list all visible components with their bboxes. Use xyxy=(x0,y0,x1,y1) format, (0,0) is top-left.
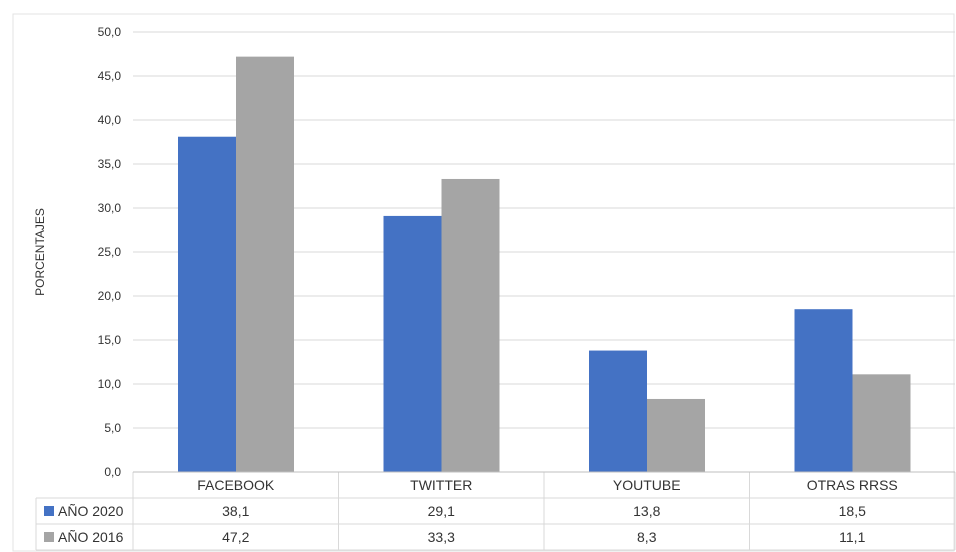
category-label: YOUTUBE xyxy=(613,477,681,493)
bars xyxy=(178,56,911,473)
category-label: FACEBOOK xyxy=(197,477,275,493)
data-table: FACEBOOK TWITTER YOUTUBE OTRAS RRSS AÑO 2020… xyxy=(35,471,956,551)
bar-2020-3 xyxy=(794,309,853,472)
y-tick-label: 5,0 xyxy=(104,421,121,435)
bar-2020-2 xyxy=(589,350,647,472)
bar-2016-1 xyxy=(441,178,500,472)
data-cell: 18,5 xyxy=(839,503,866,519)
bar-2020-0 xyxy=(178,136,236,472)
y-tick-label: 15,0 xyxy=(98,333,122,347)
series-name: AÑO 2020 xyxy=(58,503,124,519)
bar-2016-3 xyxy=(852,374,911,472)
y-tick-label: 30,0 xyxy=(98,201,122,215)
data-cell: 33,3 xyxy=(428,529,455,545)
y-tick-label: 35,0 xyxy=(98,157,122,171)
data-cell: 38,1 xyxy=(222,503,249,519)
y-tick-label: 25,0 xyxy=(98,245,122,259)
y-tick-label: 50,0 xyxy=(98,25,122,39)
series-name: AÑO 2016 xyxy=(58,529,124,545)
y-tick-label: 0,0 xyxy=(104,465,121,479)
y-axis-label: PORCENTAJES xyxy=(33,208,47,296)
y-tick-label: 45,0 xyxy=(98,69,122,83)
y-axis-ticks: 0,0 5,0 10,0 15,0 20,0 25,0 30,0 35,0 40,0 45,0 50… xyxy=(98,25,122,479)
bar-2016-2 xyxy=(647,398,705,472)
category-label: TWITTER xyxy=(410,477,472,493)
data-cell: 13,8 xyxy=(633,503,660,519)
y-tick-label: 40,0 xyxy=(98,113,122,127)
legend-swatch xyxy=(44,532,54,542)
legend-swatch xyxy=(44,506,54,516)
y-tick-label: 20,0 xyxy=(98,289,122,303)
data-cell: 11,1 xyxy=(839,529,865,545)
y-tick-label: 10,0 xyxy=(98,377,122,391)
data-cell: 29,1 xyxy=(428,503,455,519)
data-cell: 8,3 xyxy=(637,529,657,545)
bar-2020-1 xyxy=(383,215,442,473)
data-cell: 47,2 xyxy=(222,529,249,545)
category-label: OTRAS RRSS xyxy=(807,477,898,493)
bar-2016-0 xyxy=(236,56,294,472)
